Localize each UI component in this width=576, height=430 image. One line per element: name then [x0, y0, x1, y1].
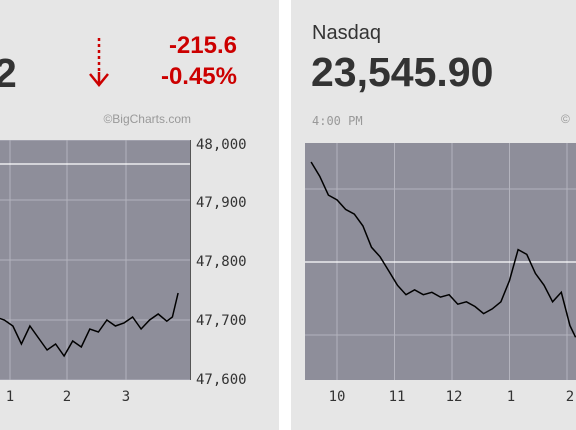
x-tick-label: 10: [328, 389, 346, 405]
intraday-chart-dow: [0, 140, 191, 380]
chart-credit: ©BigCharts.com: [103, 112, 191, 126]
timestamp: 4:00 PM: [312, 114, 363, 128]
index-panel-dow: 2 -215.6 -0.45% ©BigCharts.com 48,000 47…: [0, 0, 279, 430]
y-tick-label: 47,900: [196, 195, 247, 211]
x-tick-label: 1: [506, 389, 516, 405]
arrow-down-icon: [89, 38, 109, 87]
change-points: -215.6: [168, 32, 237, 59]
price-line: [0, 292, 179, 358]
x-tick-label: 11: [388, 389, 406, 405]
x-tick-label: 12: [445, 389, 463, 405]
change-percent: -0.45%: [160, 63, 237, 90]
chart-credit: ©: [561, 112, 570, 126]
index-value: 2: [0, 50, 17, 96]
x-tick-label: 2: [62, 389, 72, 405]
price-line: [310, 161, 576, 338]
index-name: Nasdaq: [312, 22, 381, 44]
x-tick-label: 2: [565, 389, 575, 405]
intraday-chart-nasdaq: [305, 143, 576, 380]
x-tick-label: 1: [5, 389, 15, 405]
x-tick-label: 3: [121, 389, 131, 405]
y-tick-label: 47,800: [196, 254, 247, 270]
y-tick-label: 48,000: [196, 137, 247, 153]
y-tick-label: 47,700: [196, 313, 247, 329]
index-value: 23,545.90: [311, 49, 494, 95]
index-panel-nasdaq: Nasdaq 23,545.90 4:00 PM © 10 11 12 1 2: [291, 0, 576, 430]
y-tick-label: 47,600: [196, 372, 247, 388]
